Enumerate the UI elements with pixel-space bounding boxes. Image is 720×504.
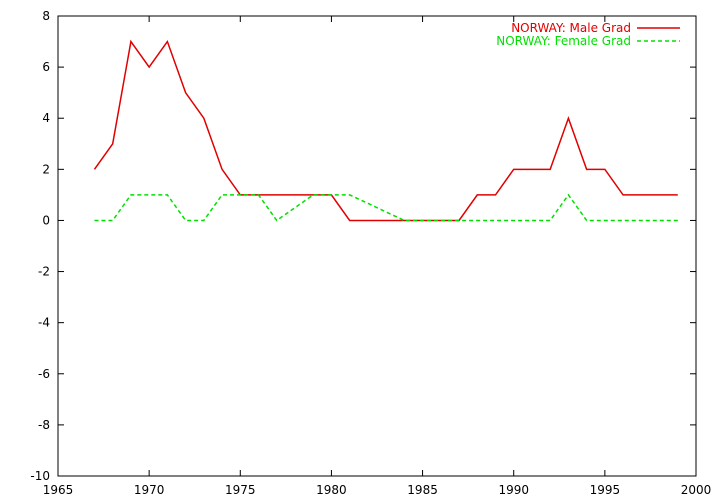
y-tick-label: -4	[38, 316, 50, 330]
axis-ticks: 1965 1970 1975 1980 1985 1990 1995 2000 -10 -8 -6 -…	[30, 9, 711, 497]
y-tick-label: 8	[42, 9, 50, 23]
x-tick-label: 1985	[407, 483, 438, 497]
y-tick-label: -10	[30, 469, 50, 483]
x-tick-label: 1970	[134, 483, 165, 497]
series-line-0	[93, 39, 678, 222]
y-tick-label: 6	[42, 60, 50, 74]
legend-label-0: NORWAY: Male Grad	[511, 21, 631, 35]
series-lines	[93, 39, 678, 222]
plot-frame	[57, 15, 697, 477]
x-tick-label: 1965	[43, 483, 74, 497]
y-tick-label: 4	[42, 111, 50, 125]
y-tick-label: 2	[42, 162, 50, 176]
x-tick-label: 1980	[316, 483, 347, 497]
x-tick-label: 1975	[225, 483, 256, 497]
y-tick-label: -8	[38, 418, 50, 432]
y-tick-label: 0	[42, 213, 50, 227]
x-tick-label: 2000	[681, 483, 712, 497]
legend-label-1: NORWAY: Female Grad	[496, 34, 631, 48]
x-tick-label: 1995	[590, 483, 621, 497]
y-tick-label: -2	[38, 265, 50, 279]
x-tick-label: 1990	[498, 483, 529, 497]
y-tick-label: -6	[38, 367, 50, 381]
series-line-1	[94, 193, 678, 222]
